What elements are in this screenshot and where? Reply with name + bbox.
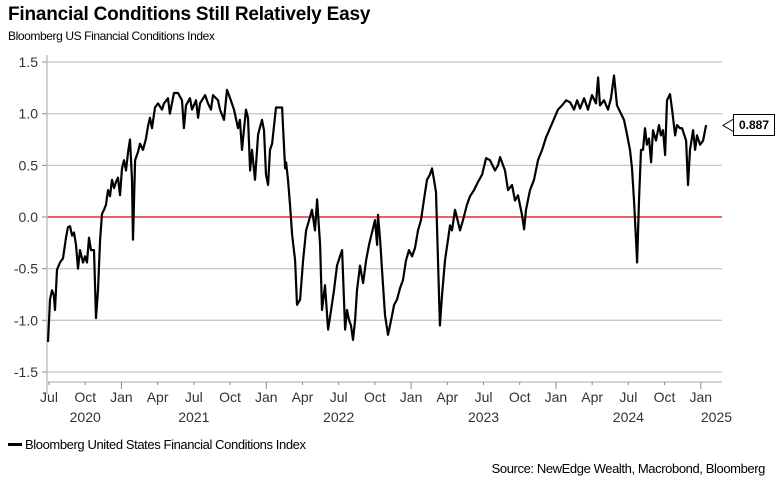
source-note: Source: NewEdge Wealth, Macrobond, Bloom… (491, 461, 766, 476)
y-tick-label: 1.5 (19, 54, 39, 70)
x-tick-label: Oct (219, 389, 241, 405)
x-tick-label: Jul (185, 389, 203, 405)
x-tick-label: Jul (330, 389, 348, 405)
x-year-label: 2020 (70, 409, 101, 425)
y-tick-label: 0.5 (19, 157, 39, 173)
last-value-label: 0.887 (739, 118, 770, 133)
x-year-label: 2025 (701, 409, 732, 425)
last-value-callout: 0.887 (733, 114, 776, 137)
fci-series-line (46, 74, 708, 343)
series-layer (46, 74, 734, 343)
callout-pointer (722, 118, 734, 132)
x-tick-label: Jan (110, 389, 133, 405)
chart-subtitle: Bloomberg US Financial Conditions Index (8, 29, 215, 43)
x-tick-label: Jan (400, 389, 423, 405)
legend-line-swatch (8, 443, 22, 446)
x-tick-label: Oct (364, 389, 386, 405)
y-tick-label: -0.5 (14, 261, 38, 277)
y-tick-label: 1.0 (19, 106, 39, 122)
y-tick-label: -1.0 (14, 312, 38, 328)
x-tick-label: Apr (292, 389, 314, 405)
x-tick-label: Jul (475, 389, 493, 405)
y-tick-label: -1.5 (14, 364, 38, 380)
x-tick-label: Jul (40, 389, 58, 405)
x-year-label: 2023 (468, 409, 499, 425)
x-year-label: 2022 (323, 409, 354, 425)
x-tick-label: Oct (74, 389, 96, 405)
x-tick-label: Apr (147, 389, 169, 405)
x-tick-label: Jan (255, 389, 278, 405)
x-year-label: 2024 (613, 409, 644, 425)
x-tick-label: Oct (654, 389, 676, 405)
gridlines (47, 61, 722, 373)
x-tick-label: Jul (619, 389, 637, 405)
x-tick-label: Jan (545, 389, 568, 405)
x-tick-label: Apr (581, 389, 603, 405)
x-tick-label: Apr (436, 389, 458, 405)
legend-label: Bloomberg United States Financial Condit… (25, 437, 306, 452)
chart-title: Financial Conditions Still Relatively Ea… (8, 4, 371, 25)
y-tick-label: 0.0 (19, 209, 39, 225)
x-tick-label: Jan (689, 389, 712, 405)
x-tick-label: Oct (509, 389, 531, 405)
legend: Bloomberg United States Financial Condit… (8, 437, 306, 452)
x-year-label: 2021 (178, 409, 209, 425)
